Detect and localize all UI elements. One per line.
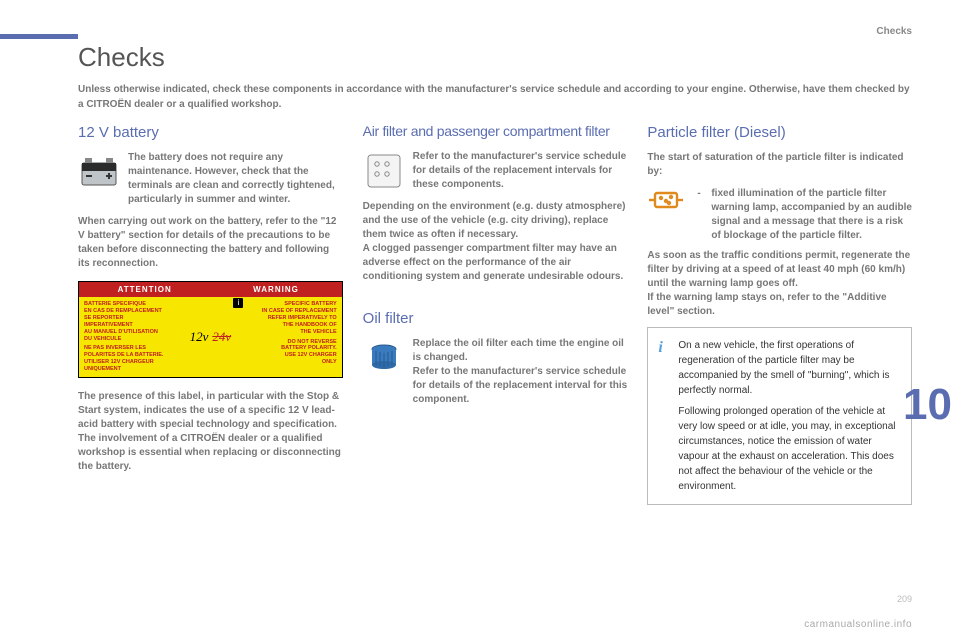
columns: 12 V battery The battery does not requir… (78, 122, 912, 505)
heading-oil-filter: Oil filter (363, 308, 628, 329)
attention-title-right: WARNING (210, 282, 341, 297)
info-icon: i (658, 336, 662, 360)
chapter-number: 10 (903, 380, 952, 430)
particle-p1: The start of saturation of the particle … (647, 151, 912, 179)
label-12v: 12v (190, 328, 209, 346)
heading-battery: 12 V battery (78, 122, 343, 143)
page: Checks Checks Unless otherwise indicated… (0, 0, 960, 640)
air-filter-icon (363, 150, 405, 192)
battery-p2: When carrying out work on the battery, r… (78, 215, 343, 271)
battery-p1: The battery does not require any mainten… (128, 151, 343, 207)
attention-body-left: BATTERIE SPECIFIQUE EN CAS DE REMPLACEME… (79, 297, 175, 377)
info-box: i On a new vehicle, the first operations… (647, 327, 912, 505)
footer-watermark: carmanualsonline.info (804, 619, 912, 630)
page-title: Checks (78, 42, 912, 73)
column-particle: Particle filter (Diesel) The start of sa… (647, 122, 912, 505)
air-filter-p1: Refer to the manufacturer's service sche… (413, 150, 628, 192)
oil-filter-icon (363, 337, 405, 379)
particle-filter-icon (647, 187, 689, 243)
info-text-1: On a new vehicle, the first operations o… (678, 338, 899, 398)
page-number: 209 (897, 594, 912, 604)
label-24v: 24v (212, 328, 231, 346)
top-accent-bar (0, 34, 78, 39)
column-filters: Air filter and passenger compartment fil… (363, 122, 628, 505)
particle-p2: As soon as the traffic conditions permit… (647, 249, 912, 319)
attention-voltage: i 12v 24v (175, 297, 245, 377)
air-filter-p2: Depending on the environment (e.g. dusty… (363, 200, 628, 284)
section-label: Checks (876, 26, 912, 37)
intro-text: Unless otherwise indicated, check these … (78, 83, 912, 112)
attention-body-right: SPECIFIC BATTERY IN CASE OF REPLACEMENT … (245, 297, 341, 377)
bullet-dash: - (697, 187, 705, 243)
info-square-icon: i (233, 298, 243, 308)
heading-air-filter: Air filter and passenger compartment fil… (363, 122, 628, 142)
battery-warning-label: ATTENTION WARNING BATTERIE SPECIFIQUE EN… (78, 281, 343, 378)
oil-filter-p: Replace the oil filter each time the eng… (413, 337, 628, 407)
particle-bullet: - fixed illumination of the particle fil… (697, 187, 912, 243)
battery-p3: The presence of this label, in particula… (78, 390, 343, 474)
heading-particle-filter: Particle filter (Diesel) (647, 122, 912, 143)
info-text-2: Following prolonged operation of the veh… (678, 404, 899, 494)
attention-title-left: ATTENTION (79, 282, 210, 297)
column-battery: 12 V battery The battery does not requir… (78, 122, 343, 505)
battery-icon (78, 151, 120, 193)
particle-bullet-text: fixed illumination of the particle filte… (711, 187, 912, 243)
